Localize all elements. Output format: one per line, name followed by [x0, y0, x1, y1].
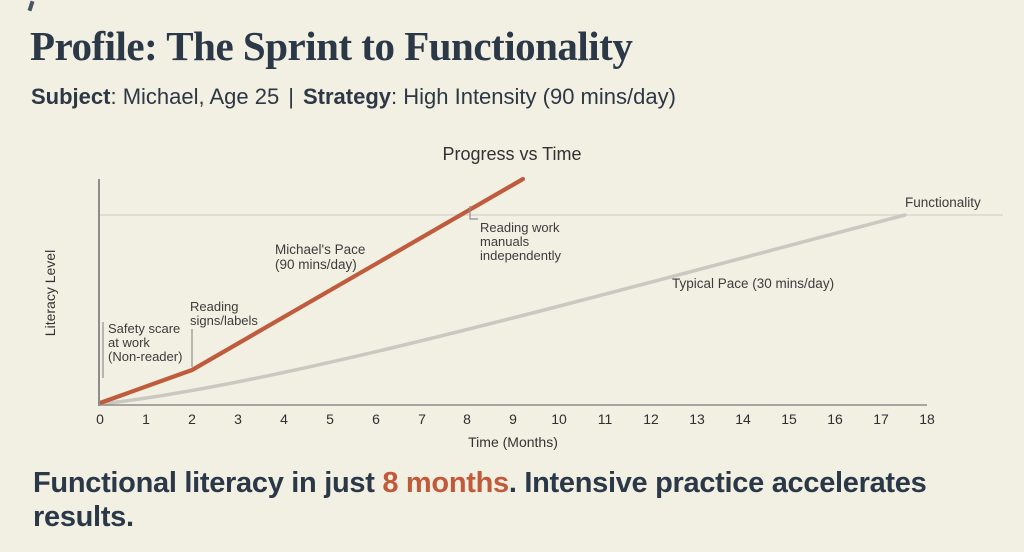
x-tick-5: 5 — [326, 411, 334, 427]
x-tick-0: 0 — [96, 411, 104, 427]
x-tick-18: 18 — [919, 411, 935, 427]
subject-value: : Michael, Age 25 — [110, 84, 280, 109]
x-tick-6: 6 — [372, 411, 380, 427]
x-tick-4: 4 — [280, 411, 288, 427]
x-tick-3: 3 — [234, 411, 242, 427]
x-tick-14: 14 — [735, 411, 751, 427]
x-tick-9: 9 — [509, 411, 517, 427]
takeaway-text: Functional literacy in just 8 months. In… — [33, 466, 968, 534]
x-tick-12: 12 — [643, 411, 659, 427]
x-tick-11: 11 — [597, 411, 613, 427]
reading-manuals-leader-line — [469, 206, 478, 220]
takeaway-rest: . Intensive practice accelerates results… — [33, 467, 927, 533]
strategy-label: Strategy — [302, 84, 392, 109]
x-tick-8: 8 — [463, 411, 471, 427]
takeaway-lead: Functional literacy in just — [33, 467, 383, 499]
functionality-label: Functionality — [905, 195, 981, 210]
x-tick-15: 15 — [781, 411, 797, 427]
subtitle-separator: | — [288, 84, 294, 109]
annotation-reading-signs: Reading signs/labels — [190, 299, 258, 328]
y-axis-label: Literacy Level — [42, 249, 58, 337]
x-axis-label: Time (Months) — [468, 434, 558, 450]
subject-label: Subject — [31, 84, 111, 109]
annotation-reading-manuals: Reading work manuals independently — [480, 220, 561, 263]
michael-pace-line — [97, 176, 526, 406]
annotation-safety-scare: Safety scare at work (Non-reader) — [108, 321, 183, 364]
subtitle: Subject: Michael, Age 25 | Strategy: High … — [31, 84, 676, 110]
x-tick-17: 17 — [873, 411, 889, 427]
x-tick-16: 16 — [827, 411, 843, 427]
page-title: Profile: The Sprint to Functionality — [30, 23, 633, 69]
takeaway-highlight: 8 months — [382, 467, 509, 499]
michael-pace-label: Michael's Pace (90 mins/day) — [275, 242, 366, 272]
x-tick-13: 13 — [689, 411, 705, 427]
x-tick-1: 1 — [142, 411, 150, 427]
typical-pace-line — [98, 213, 907, 406]
chart-title: Progress vs Time — [442, 144, 582, 164]
x-tick-2: 2 — [188, 411, 196, 427]
strategy-value: : High Intensity (90 mins/day) — [391, 84, 676, 109]
typical-pace-label: Typical Pace (30 mins/day) — [672, 276, 835, 291]
x-tick-10: 10 — [551, 411, 567, 427]
x-tick-7: 7 — [418, 411, 426, 427]
